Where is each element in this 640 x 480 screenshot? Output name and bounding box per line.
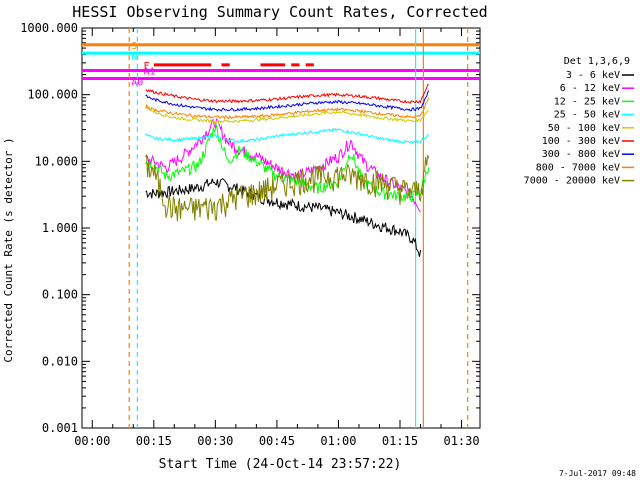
x-tick-label: 00:30 bbox=[197, 434, 233, 448]
legend-entry-label: 100 - 300 keV bbox=[542, 136, 620, 147]
y-tick-label: 0.001 bbox=[42, 421, 78, 435]
legend-entry-label: 6 - 12 keV bbox=[560, 83, 620, 94]
series-line bbox=[145, 124, 430, 203]
x-tick-label: 00:15 bbox=[136, 434, 172, 448]
series-line bbox=[145, 118, 421, 213]
legend-entry-label: 300 - 800 keV bbox=[542, 149, 620, 160]
chart-title: HESSI Observing Summary Count Rates, Cor… bbox=[72, 3, 487, 21]
series-line bbox=[145, 103, 429, 124]
y-tick-label: 1.000 bbox=[42, 221, 78, 235]
flag-label: F bbox=[144, 61, 150, 72]
legend-entry-label: 7000 - 20000 keV bbox=[524, 176, 620, 187]
legend-entry-label: 25 - 50 keV bbox=[554, 110, 620, 121]
series-line bbox=[145, 153, 430, 222]
timestamp: 7-Jul-2017 09:48 bbox=[559, 469, 636, 478]
legend: Det 1,3,6,9 3 - 6 keV 6 - 12 keV 12 - 25 k… bbox=[524, 56, 634, 187]
series-line bbox=[145, 127, 429, 144]
legend-entry-label: 50 - 100 keV bbox=[548, 123, 620, 134]
x-tick-label: 01:30 bbox=[443, 434, 479, 448]
legend-title: Det 1,3,6,9 bbox=[564, 56, 630, 67]
y-tick-label: 100.000 bbox=[27, 88, 78, 102]
flag-label: S bbox=[131, 41, 137, 52]
legend-entry-label: 800 - 7000 keV bbox=[536, 162, 620, 173]
series-line bbox=[145, 178, 421, 257]
y-tick-label: 1000.000 bbox=[20, 21, 78, 35]
x-tick-label: 01:00 bbox=[320, 434, 356, 448]
x-tick-label: 00:45 bbox=[259, 434, 295, 448]
x-axis-label: Start Time (24-Oct-14 23:57:22) bbox=[159, 457, 402, 472]
legend-entry-label: 3 - 6 keV bbox=[566, 70, 620, 81]
flag-label: N bbox=[131, 52, 137, 63]
x-tick-label: 00:00 bbox=[74, 434, 110, 448]
y-tick-label: 10.000 bbox=[35, 154, 78, 168]
y-axis-label: Corrected Count Rate (s detector ) bbox=[2, 137, 15, 362]
y-tick-label: 0.010 bbox=[42, 354, 78, 368]
plot-area: 0.001 0.010 0.100 1.000 10.000 100.000 1000.00… bbox=[20, 21, 481, 448]
y-tick-label: 0.100 bbox=[42, 288, 78, 302]
series-line bbox=[145, 97, 430, 120]
series-line bbox=[145, 90, 430, 112]
x-tick-label: 01:15 bbox=[382, 434, 418, 448]
flag-label: A1 bbox=[144, 67, 156, 78]
legend-entry-label: 12 - 25 keV bbox=[554, 96, 620, 107]
series-line bbox=[145, 83, 429, 104]
